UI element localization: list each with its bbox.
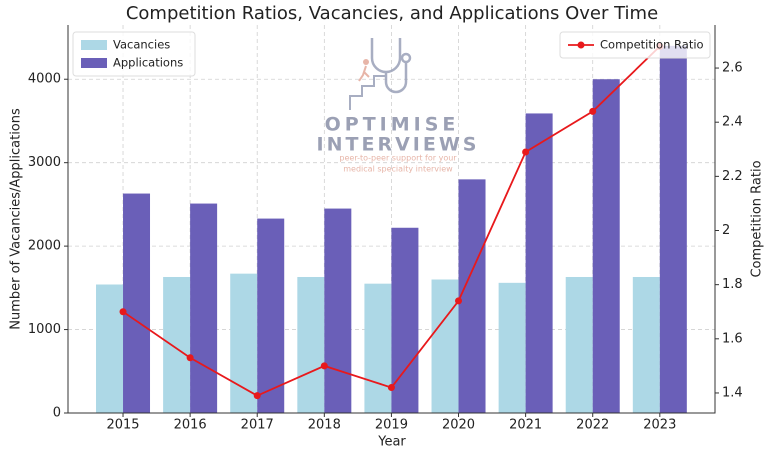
y2-tick-label: 1.8 xyxy=(722,277,743,292)
point xyxy=(589,107,597,115)
legends: Vacancies Applications Competition Ratio xyxy=(72,31,711,77)
watermark-tagline: medical specialty interview xyxy=(343,165,453,174)
y-axis-label: Number of Vacancies/Applications xyxy=(9,108,24,330)
watermark-figure xyxy=(363,59,369,65)
point xyxy=(186,354,194,362)
bar xyxy=(190,203,218,413)
y-tick-label: 3000 xyxy=(28,155,61,170)
x-tick-label: 2015 xyxy=(106,418,139,433)
bar xyxy=(525,113,553,413)
watermark-figure xyxy=(358,65,370,82)
bar xyxy=(431,279,459,413)
y2-axis-label: Competition Ratio xyxy=(750,160,765,277)
x-tick-label: 2019 xyxy=(375,418,408,433)
x-tick-label: 2021 xyxy=(509,418,542,433)
point xyxy=(320,362,328,370)
x-tick-label: 2020 xyxy=(442,418,475,433)
legend-box xyxy=(559,31,711,59)
bar xyxy=(458,179,486,413)
bar xyxy=(659,45,687,413)
y-tick-label: 0 xyxy=(53,406,61,421)
x-tick-label: 2023 xyxy=(643,418,676,433)
point xyxy=(455,297,463,305)
bar xyxy=(324,208,352,413)
chart-title: Competition Ratios, Vacancies, and Appli… xyxy=(126,3,658,24)
point xyxy=(522,148,530,156)
legend-swatch xyxy=(577,41,585,49)
y2-tick-label: 2.4 xyxy=(722,115,743,130)
bar xyxy=(297,276,325,413)
watermark-tagline: peer-to-peer support for your xyxy=(339,154,457,163)
y-tick-label: 2000 xyxy=(28,239,61,254)
bar xyxy=(498,282,526,413)
y-tick-label: 1000 xyxy=(28,322,61,337)
y2-tick-label: 1.4 xyxy=(722,385,743,400)
y2-tick-label: 2.6 xyxy=(722,61,743,76)
x-tick-label: 2016 xyxy=(174,418,207,433)
bar xyxy=(592,79,620,413)
axes-frame xyxy=(67,25,716,414)
watermark-text: OPTIMISE xyxy=(325,114,460,136)
legend-swatch xyxy=(81,58,107,68)
point xyxy=(119,308,127,316)
watermark: OPTIMISE INTERVIEWS peer-to-peer support… xyxy=(317,38,480,174)
bar xyxy=(565,276,593,413)
legend-label: Competition Ratio xyxy=(600,38,704,52)
watermark-text: INTERVIEWS xyxy=(317,134,480,156)
y2-tick-label: 1.6 xyxy=(722,331,743,346)
legend-swatch xyxy=(81,40,107,50)
legend-label: Applications xyxy=(113,56,183,70)
plot-marks xyxy=(96,42,687,413)
bar xyxy=(123,193,151,413)
point xyxy=(387,384,395,392)
y2-tick-label: 2 xyxy=(722,223,730,238)
bar xyxy=(257,218,285,413)
y-tick-label: 4000 xyxy=(28,72,61,87)
x-tick-label: 2017 xyxy=(241,418,274,433)
bar xyxy=(632,276,660,413)
bar xyxy=(96,284,124,413)
x-axis-label: Year xyxy=(377,435,406,450)
bar xyxy=(230,273,258,413)
legend-label: Vacancies xyxy=(113,38,170,52)
bar xyxy=(163,276,191,413)
watermark-icon xyxy=(349,38,412,110)
y2-tick-label: 2.2 xyxy=(722,169,743,184)
bar xyxy=(364,283,392,413)
x-tick-label: 2022 xyxy=(576,418,609,433)
bar xyxy=(391,227,419,413)
x-tick-label: 2018 xyxy=(308,418,341,433)
point xyxy=(253,392,261,400)
